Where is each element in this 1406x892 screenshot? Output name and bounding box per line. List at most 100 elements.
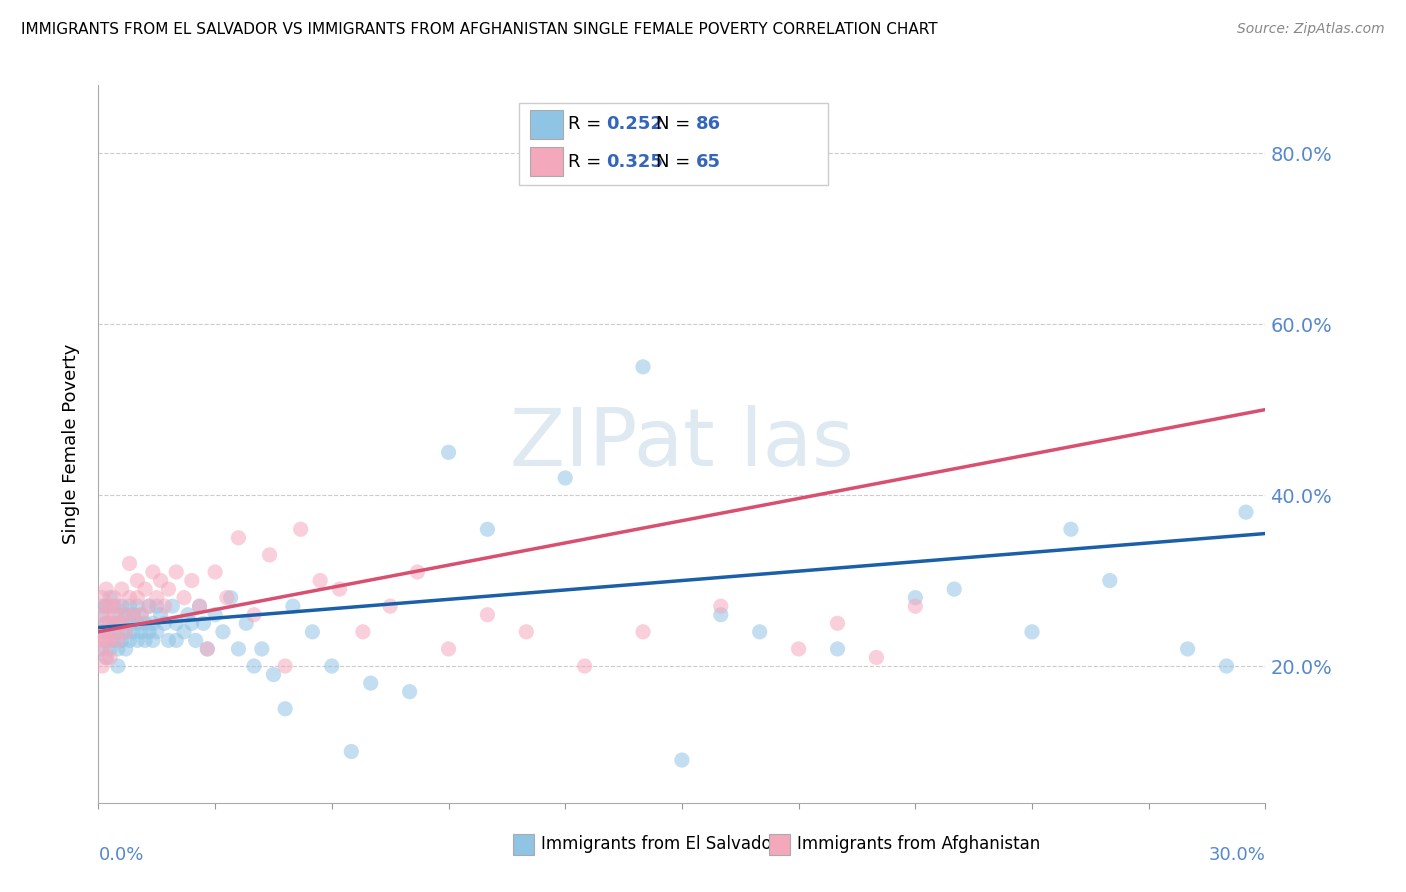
Point	[180, 574, 202, 588]
Point	[153, 599, 176, 614]
Point	[138, 599, 160, 614]
Point	[162, 599, 184, 614]
Point	[631, 359, 654, 374]
Point	[554, 471, 576, 485]
Text: R =: R =	[568, 153, 606, 170]
Point	[146, 599, 169, 614]
Point	[180, 616, 202, 631]
Point	[188, 599, 211, 614]
Point	[118, 599, 141, 614]
Point	[215, 591, 238, 605]
Y-axis label: Single Female Poverty: Single Female Poverty	[62, 343, 80, 544]
Point	[103, 607, 125, 622]
Point	[111, 582, 134, 596]
Point	[118, 633, 141, 648]
Point	[103, 624, 125, 639]
Point	[204, 607, 226, 622]
Point	[91, 642, 114, 657]
Point	[173, 624, 195, 639]
Point	[671, 753, 693, 767]
Point	[107, 607, 129, 622]
Point	[96, 582, 118, 596]
Point	[138, 599, 160, 614]
Point	[129, 607, 152, 622]
Point	[184, 633, 207, 648]
Point	[122, 607, 145, 622]
Point	[103, 633, 125, 648]
Point	[437, 642, 460, 657]
Point	[91, 591, 114, 605]
Point	[1060, 522, 1083, 536]
Point	[195, 642, 218, 657]
FancyBboxPatch shape	[513, 834, 534, 855]
Point	[111, 633, 134, 648]
Text: N =: N =	[657, 115, 696, 133]
Text: R =: R =	[568, 115, 606, 133]
Point	[98, 591, 121, 605]
Point	[146, 624, 169, 639]
Point	[477, 522, 499, 536]
Point	[98, 642, 121, 657]
Point	[91, 633, 114, 648]
Point	[235, 616, 257, 631]
Point	[309, 574, 332, 588]
Point	[157, 582, 180, 596]
Point	[748, 624, 770, 639]
Point	[96, 650, 118, 665]
Text: Immigrants from Afghanistan: Immigrants from Afghanistan	[797, 836, 1040, 854]
Point	[127, 591, 149, 605]
Point	[122, 607, 145, 622]
Point	[165, 565, 187, 579]
Point	[91, 607, 114, 622]
Point	[96, 616, 118, 631]
Point	[290, 522, 312, 536]
Point	[321, 659, 343, 673]
Point	[173, 591, 195, 605]
Point	[142, 616, 165, 631]
Text: 0.325: 0.325	[606, 153, 664, 170]
FancyBboxPatch shape	[519, 103, 828, 186]
Point	[103, 599, 125, 614]
Text: IMMIGRANTS FROM EL SALVADOR VS IMMIGRANTS FROM AFGHANISTAN SINGLE FEMALE POVERTY: IMMIGRANTS FROM EL SALVADOR VS IMMIGRANT…	[21, 22, 938, 37]
Point	[127, 574, 149, 588]
Point	[134, 633, 156, 648]
Point	[111, 616, 134, 631]
Point	[107, 624, 129, 639]
Point	[787, 642, 810, 657]
Point	[98, 599, 121, 614]
Point	[329, 582, 352, 596]
Point	[204, 565, 226, 579]
Point	[114, 607, 136, 622]
Point	[96, 616, 118, 631]
Point	[259, 548, 281, 562]
Point	[710, 599, 733, 614]
Point	[114, 624, 136, 639]
Point	[91, 642, 114, 657]
Point	[127, 616, 149, 631]
Point	[827, 642, 849, 657]
Point	[1021, 624, 1043, 639]
Point	[195, 642, 218, 657]
Point	[129, 607, 152, 622]
Point	[98, 650, 121, 665]
Point	[274, 659, 297, 673]
Point	[103, 616, 125, 631]
Text: 65: 65	[696, 153, 721, 170]
Point	[129, 624, 152, 639]
Text: Source: ZipAtlas.com: Source: ZipAtlas.com	[1237, 22, 1385, 37]
Point	[91, 659, 114, 673]
Point	[380, 599, 402, 614]
Point	[103, 591, 125, 605]
Point	[243, 659, 266, 673]
Point	[340, 744, 363, 758]
Point	[142, 633, 165, 648]
Point	[262, 667, 284, 681]
Point	[631, 624, 654, 639]
Point	[134, 582, 156, 596]
Point	[165, 633, 187, 648]
Point	[193, 616, 215, 631]
Point	[149, 574, 172, 588]
Point	[98, 616, 121, 631]
Point	[96, 633, 118, 648]
Point	[107, 599, 129, 614]
